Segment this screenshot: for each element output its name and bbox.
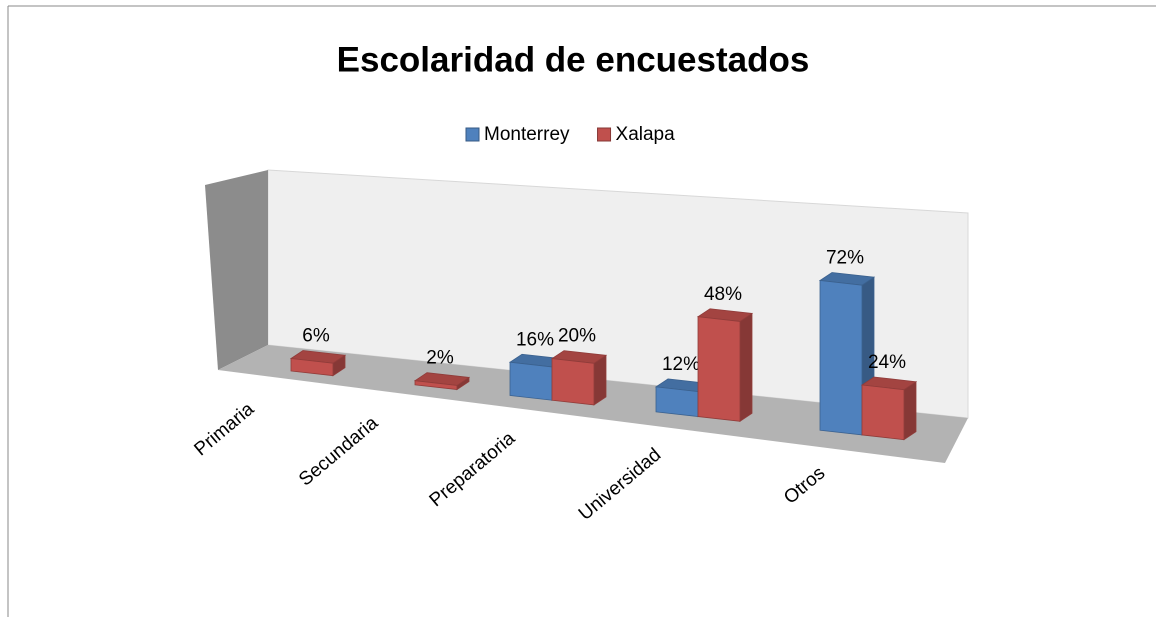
bar-front	[697, 316, 741, 422]
legend-label: Monterrey	[484, 124, 570, 145]
legend-swatch	[465, 127, 480, 142]
bar	[696, 308, 754, 423]
data-label: 6%	[302, 326, 330, 347]
data-label: 72%	[826, 247, 864, 268]
bar-front	[551, 358, 595, 406]
bar	[860, 376, 918, 441]
chart-title: Escolaridad de encuestados	[337, 40, 810, 79]
bar-front	[819, 280, 863, 436]
data-label: 48%	[704, 284, 742, 305]
bar-front	[861, 384, 905, 441]
data-label: 12%	[662, 354, 700, 375]
bar-front	[655, 386, 699, 418]
bar-front	[290, 358, 334, 377]
bar-front	[509, 361, 553, 401]
data-label: 2%	[426, 348, 454, 369]
legend-swatch	[597, 127, 612, 142]
bar-side	[739, 312, 753, 423]
bar-front	[414, 380, 458, 391]
data-label: 16%	[516, 329, 554, 350]
data-label: 24%	[868, 352, 906, 373]
bar	[413, 372, 471, 391]
bar-side	[593, 354, 607, 406]
bar	[289, 350, 347, 377]
side-wall	[205, 170, 268, 370]
data-label: 20%	[558, 326, 596, 347]
bar-side	[903, 380, 917, 441]
bar	[550, 350, 608, 406]
legend-label: Xalapa	[616, 124, 676, 145]
